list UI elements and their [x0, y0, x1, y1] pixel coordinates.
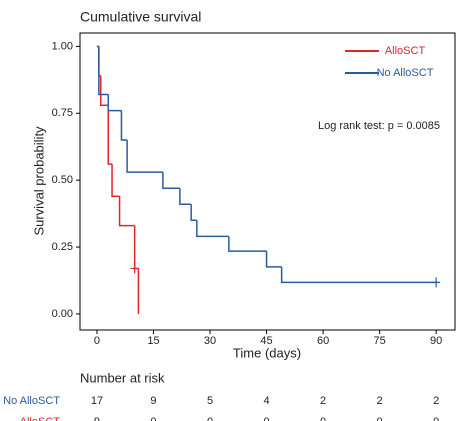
y-tick-label: 0.00 [52, 308, 73, 320]
survival-step [107, 94, 122, 112]
legend-label: No AlloSCT [377, 67, 434, 79]
risk-count: 0 [263, 416, 269, 421]
risk-count: 2 [377, 395, 383, 407]
risk-count: 9 [94, 416, 100, 421]
censor-mark [432, 277, 441, 288]
x-tick-label: 75 [373, 335, 385, 347]
risk-count: 2 [320, 395, 326, 407]
x-tick-label: 90 [430, 335, 442, 347]
survival-step [111, 164, 120, 197]
survival-step [179, 188, 192, 205]
risk-count: 0 [320, 416, 326, 421]
x-tick-label: 0 [94, 335, 100, 347]
y-axis-title: Survival probability [31, 126, 46, 236]
x-tick-label: 15 [147, 335, 159, 347]
plot-frame [79, 32, 456, 331]
x-axis-title: Time (days) [233, 345, 301, 360]
risk-row-label: AlloSCT [20, 416, 61, 421]
risk-count: 0 [377, 416, 383, 421]
risk-count: 4 [263, 395, 269, 407]
survival-step [265, 251, 282, 268]
risk-row-label: No AlloSCT [3, 395, 60, 407]
survival-step [120, 110, 128, 141]
x-tick-label: 30 [204, 335, 216, 347]
risk-count: 17 [91, 395, 103, 407]
y-tick-label: 0.75 [52, 107, 73, 119]
survival-step [196, 220, 229, 238]
risk-count: 5 [207, 395, 213, 407]
survival-step [126, 140, 163, 173]
annotation: Log rank test: p = 0.0085 [318, 120, 440, 132]
survival-step [107, 105, 113, 165]
survival-step [190, 204, 197, 222]
risk-count: 0 [207, 416, 213, 421]
survival-step [162, 172, 180, 189]
survival-step [98, 46, 109, 96]
chart-title: Cumulative survival [80, 9, 201, 25]
x-tick-label: 45 [260, 335, 272, 347]
survival-step [99, 75, 109, 106]
risk-count: 9 [150, 395, 156, 407]
censor-mark [130, 263, 139, 274]
risk-table-title: Number at risk [80, 370, 165, 385]
survival-step [280, 266, 437, 284]
y-tick-label: 1.00 [52, 40, 73, 52]
survival-step [228, 236, 267, 252]
y-tick-label: 0.25 [52, 241, 73, 253]
x-tick-label: 60 [317, 335, 329, 347]
risk-count: 0 [433, 416, 439, 421]
survival-step [133, 225, 139, 270]
risk-count: 0 [150, 416, 156, 421]
survival-step [118, 196, 135, 227]
risk-count: 2 [433, 395, 439, 407]
y-tick-label: 0.50 [52, 174, 73, 186]
legend-label: AlloSCT [385, 45, 426, 57]
